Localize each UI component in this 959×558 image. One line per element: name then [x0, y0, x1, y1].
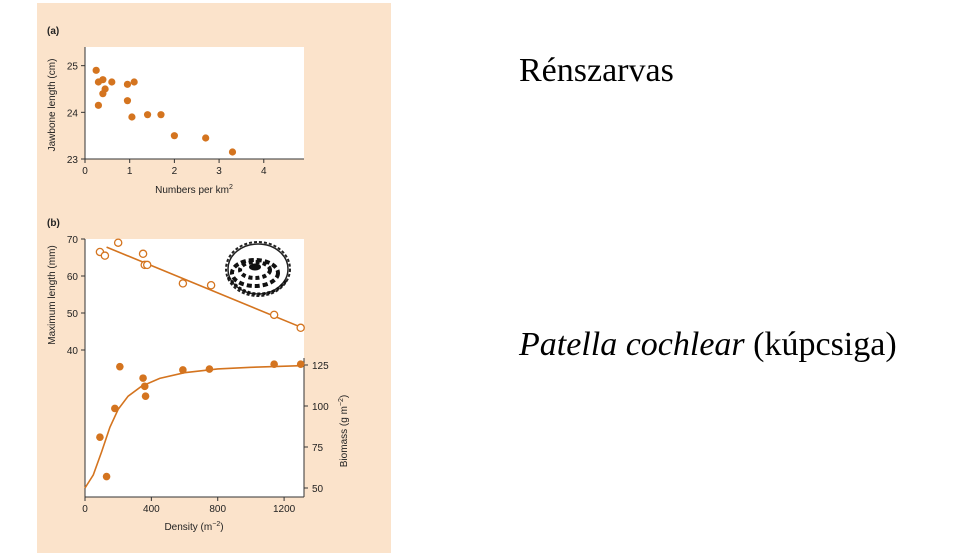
y-tick-label-b-right: 125 — [312, 361, 329, 372]
length-data-point — [269, 310, 279, 320]
length-data-point — [100, 251, 110, 260]
data-point-a — [170, 132, 178, 140]
y-tick-label-b-left: 60 — [67, 272, 79, 283]
data-point-a — [108, 78, 116, 86]
x-tick-label-a: 3 — [216, 166, 222, 177]
biomass-data-point — [102, 472, 111, 481]
data-point-a — [202, 134, 210, 142]
biomass-fit-curve — [84, 364, 301, 489]
panel-label-a: (a) — [47, 26, 59, 37]
data-point-a — [99, 90, 107, 98]
y-tick-label-a: 25 — [67, 62, 79, 73]
data-point-a — [92, 66, 100, 74]
length-data-point — [113, 238, 123, 247]
biomass-data-point — [96, 433, 104, 441]
biomass-data-point — [111, 404, 119, 413]
length-data-point — [296, 323, 305, 333]
data-point-a — [228, 148, 237, 156]
x-axis-label-a: Numbers per km2 — [155, 184, 233, 196]
x-tick-label-a: 0 — [82, 166, 88, 177]
biomass-data-point — [141, 392, 150, 400]
biomass-data-point — [205, 365, 214, 373]
length-data-point — [206, 280, 216, 290]
caption-patella-scientific-name: Patella cochlear — [519, 326, 745, 363]
y-tick-label-b-right: 75 — [312, 443, 324, 454]
biomass-data-point — [139, 374, 147, 382]
data-point-a — [94, 101, 103, 109]
y-tick-label-b-right: 50 — [312, 484, 324, 495]
y-tick-label-a: 23 — [67, 155, 79, 166]
x-axis-label-b: Density (m−2) — [164, 521, 223, 533]
data-point-a — [130, 78, 138, 86]
plot-b: 0 400 800 1200 40 50 60 70 50 75 100 125 — [67, 235, 329, 515]
biomass-data-point — [270, 360, 278, 368]
caption-reindeer: Rénszarvas — [519, 52, 674, 89]
x-tick-label-b: 400 — [143, 504, 160, 515]
y-tick-label-b-left: 70 — [67, 235, 79, 246]
x-tick-label-b: 800 — [209, 504, 226, 515]
caption-patella: Patella cochlear (kúpcsiga) — [519, 326, 897, 364]
limpet-shell-illustration — [225, 241, 291, 297]
y-tick-label-a: 24 — [67, 108, 79, 119]
biomass-data-point — [179, 366, 187, 374]
y-tick-label-b-right: 100 — [312, 402, 329, 413]
data-point-a — [128, 113, 136, 121]
y-axis-label-b-right: Biomass (g m−2) — [338, 395, 350, 467]
x-tick-label-a: 2 — [172, 166, 178, 177]
biomass-data-point — [296, 360, 305, 368]
plot-a-background — [85, 47, 304, 159]
biomass-data-point — [140, 382, 149, 391]
data-point-a — [157, 111, 165, 119]
y-axis-label-b-left: Maximum length (mm) — [47, 245, 58, 344]
panel-label-b: (b) — [47, 218, 60, 229]
length-data-point — [142, 260, 152, 270]
length-data-point — [178, 279, 188, 288]
y-axis-label-a: Jawbone length (cm) — [47, 59, 58, 152]
length-fit-line — [106, 246, 301, 328]
y-tick-label-b-left: 50 — [67, 309, 79, 320]
data-point-a — [123, 80, 132, 88]
data-point-a — [123, 97, 132, 105]
x-tick-label-b: 0 — [82, 504, 88, 515]
biomass-data-point — [116, 362, 124, 371]
x-tick-label-a: 1 — [127, 166, 133, 177]
length-data-point — [138, 249, 148, 259]
y-tick-label-b-left: 40 — [67, 346, 79, 357]
x-tick-label-b: 1200 — [273, 504, 296, 515]
data-point-a — [143, 111, 152, 119]
figure-panel: (a) 0 1 2 3 4 23 24 25 Numbers per km2 Jawbone … — [37, 3, 391, 553]
caption-patella-common-name: (kúpcsiga) — [753, 326, 897, 363]
data-point-a — [99, 76, 107, 84]
x-tick-label-a: 4 — [261, 166, 267, 177]
